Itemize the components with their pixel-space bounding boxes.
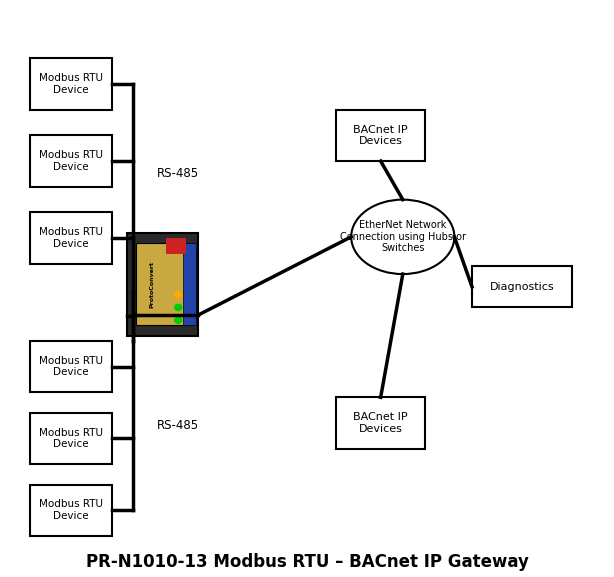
Text: PR-N1010-13 Modbus RTU – BACnet IP Gateway: PR-N1010-13 Modbus RTU – BACnet IP Gatew… [85, 553, 529, 571]
Circle shape [174, 317, 182, 323]
FancyBboxPatch shape [166, 238, 186, 253]
FancyBboxPatch shape [30, 58, 112, 110]
FancyBboxPatch shape [472, 267, 572, 308]
FancyBboxPatch shape [30, 136, 112, 187]
Circle shape [174, 291, 182, 298]
Text: Modbus RTU
Device: Modbus RTU Device [39, 150, 103, 172]
Text: ProtoConvert: ProtoConvert [149, 261, 155, 308]
FancyBboxPatch shape [336, 110, 425, 161]
FancyBboxPatch shape [336, 398, 425, 449]
FancyBboxPatch shape [30, 341, 112, 392]
FancyBboxPatch shape [127, 233, 198, 336]
Text: Modbus RTU
Device: Modbus RTU Device [39, 355, 103, 377]
FancyBboxPatch shape [136, 243, 189, 325]
Text: Modbus RTU
Device: Modbus RTU Device [39, 500, 103, 521]
Text: Modbus RTU
Device: Modbus RTU Device [39, 227, 103, 249]
Text: BACnet IP
Devices: BACnet IP Devices [354, 125, 408, 146]
Text: RS-485: RS-485 [157, 167, 199, 181]
Text: Modbus RTU
Device: Modbus RTU Device [39, 428, 103, 449]
FancyBboxPatch shape [30, 485, 112, 536]
Ellipse shape [351, 200, 454, 274]
Text: Modbus RTU
Device: Modbus RTU Device [39, 73, 103, 95]
Circle shape [174, 305, 182, 310]
Text: RS-485: RS-485 [157, 419, 199, 432]
Text: Diagnostics: Diagnostics [490, 282, 554, 292]
FancyBboxPatch shape [30, 212, 112, 264]
FancyBboxPatch shape [183, 243, 196, 325]
Text: EtherNet Network
Connection using Hubs or
Switches: EtherNet Network Connection using Hubs o… [340, 220, 466, 253]
Text: BACnet IP
Devices: BACnet IP Devices [354, 412, 408, 434]
FancyBboxPatch shape [30, 413, 112, 464]
